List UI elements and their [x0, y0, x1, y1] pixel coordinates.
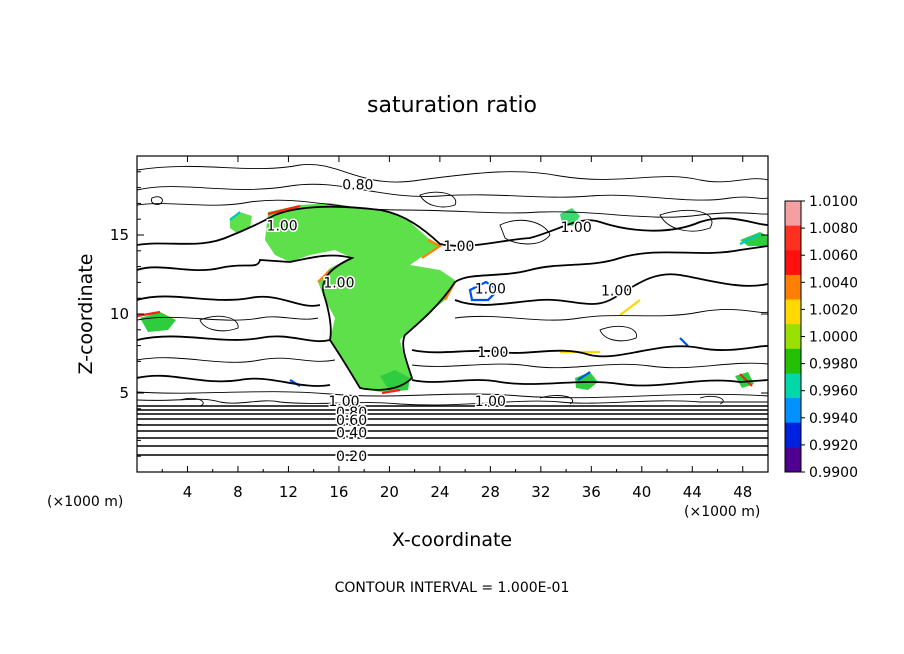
x-unit-label: (×1000 m) — [684, 504, 760, 520]
colorbar-label: 1.0020 — [809, 302, 858, 318]
x-tick-label: 40 — [632, 483, 651, 501]
red-edge — [137, 204, 753, 395]
contour-label: 0.80 — [342, 177, 373, 193]
saturation-edges — [137, 204, 761, 395]
contour-line — [151, 191, 713, 342]
x-tick-label: 48 — [733, 483, 752, 501]
contour-lines — [137, 163, 768, 456]
x-tick-label: 12 — [279, 483, 298, 501]
saturated-patch — [380, 370, 410, 392]
contour-label: 0.20 — [336, 449, 367, 465]
colorbar-swatch — [785, 447, 801, 473]
colorbar-swatch — [785, 348, 801, 374]
colorbar-label: 1.0100 — [809, 194, 858, 210]
colorbar-label: 0.9960 — [809, 384, 858, 400]
contour-label: 0.60 — [336, 413, 367, 429]
contour-line-1.00 — [137, 335, 768, 358]
colorbar-label: 0.9980 — [809, 357, 858, 373]
colorbar: 1.0100 1.0080 1.0060 1.0040 1.0020 1.0000 0.99… — [784, 194, 858, 481]
saturated-patch — [575, 372, 598, 390]
y-axis-label: Z-coordinate — [75, 254, 97, 375]
x-axis: 4 8 12 16 20 24 28 32 36 40 44 48 — [161, 156, 752, 501]
contour-label: 1.00 — [328, 394, 359, 410]
contour-line-1.00 — [137, 245, 768, 391]
contour-label: 1.00 — [601, 283, 632, 299]
contour-line-1.00 — [137, 374, 768, 387]
y-tick-label: 15 — [110, 226, 129, 244]
chart-title: saturation ratio — [367, 93, 537, 118]
colorbar-label: 0.9940 — [809, 411, 858, 427]
x-tick-label: 24 — [430, 483, 449, 501]
x-tick-label: 16 — [329, 483, 348, 501]
colorbar-label: 1.0080 — [809, 221, 858, 237]
contour-line — [137, 183, 768, 201]
colorbar-swatch — [785, 422, 801, 448]
x-tick-label: 20 — [380, 483, 399, 501]
contour-line — [137, 199, 768, 218]
contour-label: 1.00 — [475, 394, 506, 410]
colorbar-swatch — [785, 373, 801, 399]
x-tick-label: 44 — [683, 483, 702, 501]
contour-line-1.00 — [137, 205, 768, 247]
colorbar-label: 1.0000 — [809, 330, 858, 346]
contour-label: 1.00 — [267, 219, 298, 235]
colorbar-swatch — [785, 398, 801, 424]
x-tick-label: 8 — [233, 483, 243, 501]
x-axis-label: X-coordinate — [392, 529, 512, 551]
colorbar-swatch — [785, 299, 801, 325]
colorbar-swatch — [785, 274, 801, 301]
contour-line — [137, 309, 768, 321]
y-tick-label: 5 — [119, 384, 129, 402]
contour-labels: 0.801.001.001.001.00 1.00 1.001.001.001.00… — [265, 176, 634, 467]
contour-line — [137, 398, 768, 406]
y-unit-label: (×1000 m) — [47, 494, 123, 510]
y-tick-label: 10 — [110, 305, 129, 323]
contour-label: 1.00 — [323, 275, 354, 291]
contour-label: 1.00 — [477, 345, 508, 361]
colorbar-label: 1.0040 — [809, 275, 858, 291]
contour-line-1.00 — [137, 273, 768, 307]
colorbar-label: 0.9900 — [809, 465, 858, 481]
x-tick-label: 36 — [582, 483, 601, 501]
contour-line — [179, 395, 724, 407]
x-tick-label: 4 — [183, 483, 193, 501]
colorbar-swatch — [785, 201, 801, 227]
saturated-cloud-region — [265, 203, 455, 392]
contour-line — [137, 357, 768, 369]
colorbar-label: 1.0060 — [809, 248, 858, 264]
y-axis: 5 10 15 — [110, 171, 768, 457]
x-tick-label: 32 — [531, 483, 550, 501]
contour-label: 0.80 — [336, 405, 367, 421]
cyan-edge — [229, 211, 761, 245]
colorbar-label: 0.9920 — [809, 438, 858, 454]
colorbar-swatch — [785, 324, 801, 350]
contour-line — [137, 391, 768, 399]
x-tick-label: 28 — [481, 483, 500, 501]
contour-label: 1.00 — [475, 282, 506, 298]
contour-label: 1.00 — [443, 239, 474, 255]
colorbar-swatch — [785, 250, 801, 276]
contour-label: 1.00 — [561, 220, 592, 236]
contour-interval-note: CONTOUR INTERVAL = 1.000E-01 — [335, 580, 570, 596]
colorbar-swatch — [785, 225, 801, 251]
contour-label: 0.40 — [336, 426, 367, 442]
contour-line — [137, 163, 768, 183]
